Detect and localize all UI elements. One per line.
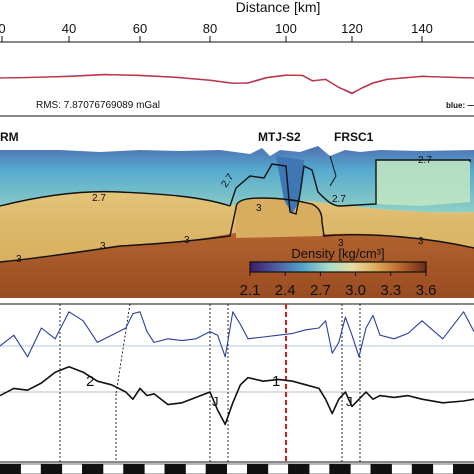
contour-label: 2.7 [332, 194, 346, 205]
colorbar-tick-label: 2.1 [240, 282, 261, 299]
x-tick-label: 0 [0, 21, 6, 36]
profiles-panel: 2 J 1 J [0, 303, 474, 474]
station-label-rm: RM [0, 130, 19, 144]
contour-label: 3 [184, 235, 190, 246]
segment-bar-cell [247, 463, 269, 474]
x-tick-label: 140 [411, 21, 433, 36]
segment-bar-cell [0, 463, 21, 474]
contour-label: 2.7 [418, 155, 432, 166]
x-axis-title: Distance [km] [236, 0, 321, 15]
contour-3-line [0, 197, 474, 263]
segment-bar-cell [20, 463, 42, 474]
contour-label: 3 [418, 236, 424, 247]
segment-bar-cell [288, 463, 310, 474]
contour-label: 2.7 [92, 193, 106, 204]
segment-bar-cell [82, 463, 104, 474]
zone-label: 1 [272, 373, 280, 390]
contour-2.7-left [0, 190, 231, 207]
segment-bar-cell [267, 463, 289, 474]
segment-bar-cell [102, 463, 124, 474]
colorbar-gradient [249, 261, 427, 273]
station-label-mtj-s2: MTJ-S2 [258, 130, 301, 144]
segment-bar-cell [411, 463, 434, 474]
contour-2.7-center [229, 159, 471, 215]
segment-bar-cell [61, 463, 83, 474]
station-label-frsc1: FRSC1 [334, 130, 374, 144]
profile-series-line [0, 365, 474, 426]
x-tick-label: 120 [341, 21, 363, 36]
zone-label: 2 [86, 373, 94, 390]
zone-boundaries [59, 303, 361, 462]
rms-text: RMS: 7.87076769089 mGal [36, 100, 160, 111]
zone-label: J [212, 394, 219, 409]
segment-bar-cell [40, 463, 63, 474]
zone-boundary [115, 303, 131, 395]
profile-series-line [0, 311, 474, 358]
colorbar: Density [kg/cm³] 2.1 2.4 2.7 3.0 3.3 3.6 [240, 246, 437, 299]
segment-bar-cell [391, 463, 413, 474]
gravity-series-line [0, 74, 474, 94]
segment-bar-cell [349, 463, 372, 474]
segment-bar-cell [308, 463, 331, 474]
segment-bar-cell [144, 463, 166, 474]
segment-bar-cell [370, 463, 392, 474]
contour-label: 3 [16, 254, 22, 265]
segment-bar-cell [164, 463, 186, 474]
segment-bar-cell [123, 463, 145, 474]
colorbar-tick-label: 3.0 [345, 282, 366, 299]
trench-fill [276, 156, 304, 214]
segment-bar-cell [205, 463, 228, 474]
colorbar-title: Density [kg/cm³] [291, 246, 384, 261]
segment-bar-cell [185, 463, 207, 474]
gravity-panel: RMS: 7.87076769089 mGal blue: — [0, 73, 474, 117]
colorbar-tick-label: 2.4 [275, 282, 296, 299]
colorbar-tick-label: 2.7 [310, 282, 331, 299]
density-model-panel: 2.7 2.7 2.7 2.7 3 3 3 3 3 3 RM MTJ-S2 FR… [0, 130, 474, 299]
x-tick-label: 80 [203, 21, 217, 36]
contour-label: 3 [100, 241, 106, 252]
distance-axis: Distance [km] 0 40 60 80 100 120 140 [0, 0, 474, 43]
colorbar-tick-label: 3.3 [380, 282, 401, 299]
central-body [236, 198, 322, 238]
colorbar-tick-label: 3.6 [416, 282, 437, 299]
segment-bar-cell [453, 463, 474, 474]
segment-bar-cell [329, 463, 351, 474]
legend-text: blue: — [446, 101, 474, 110]
zone-label: J [346, 394, 353, 409]
upper-layer [0, 146, 474, 213]
x-tick-label: 100 [275, 21, 297, 36]
lower-crust-shade [0, 226, 474, 262]
segment-bar-cell [432, 463, 454, 474]
contour-small [329, 155, 337, 187]
x-tick-label: 40 [62, 21, 76, 36]
segment-bar-cell [226, 463, 248, 474]
right-block [376, 160, 470, 206]
x-tick-label: 60 [133, 21, 147, 36]
contour-label: 3 [338, 238, 344, 249]
contour-label: 3 [256, 203, 262, 214]
